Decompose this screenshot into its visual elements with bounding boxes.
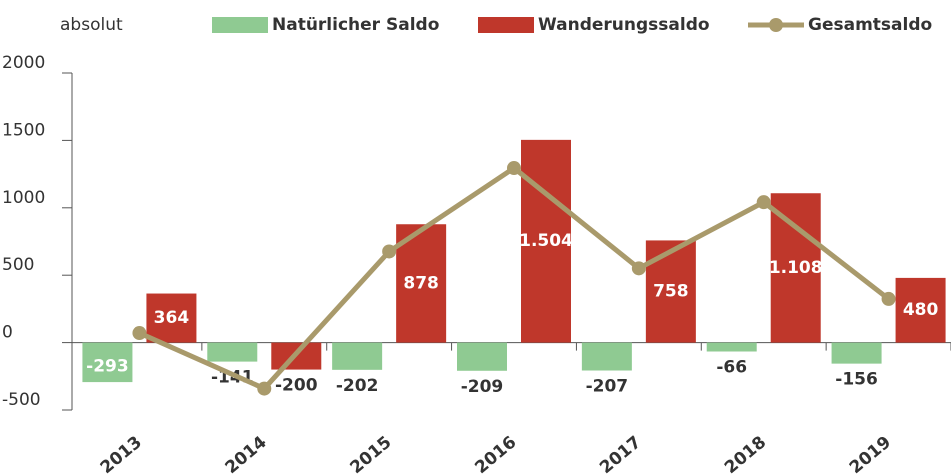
y-tick-label: 0 (2, 323, 13, 343)
line-marker (881, 291, 896, 306)
legend-swatch (478, 17, 534, 33)
line-marker (257, 381, 272, 396)
x-tick-label: 2016 (471, 432, 520, 476)
legend-label: Natürlicher Saldo (272, 15, 439, 35)
bar (895, 277, 946, 343)
y-tick-label: -500 (2, 390, 41, 410)
data-label: 878 (403, 273, 439, 293)
x-tick-label: 2019 (846, 432, 895, 476)
line-marker (631, 261, 646, 276)
x-tick-label: 2015 (346, 432, 395, 476)
bar (770, 193, 821, 343)
y-tick-label: 1000 (2, 188, 45, 208)
line-marker (132, 326, 147, 341)
y-tick-label: 1500 (2, 120, 45, 140)
bar (581, 342, 632, 371)
line-marker (507, 161, 521, 176)
bar (82, 342, 133, 383)
data-label: 364 (154, 308, 190, 328)
line-marker (382, 244, 397, 259)
data-label: -209 (461, 377, 504, 397)
x-tick-label: 2013 (97, 432, 146, 476)
data-label: 1.504 (519, 231, 573, 251)
data-label: -66 (716, 357, 747, 377)
x-tick-label: 2017 (596, 432, 645, 476)
data-label: -200 (275, 376, 318, 396)
legend-swatch (769, 18, 783, 32)
y-tick-label: 500 (2, 255, 34, 275)
y-axis-label: absolut (60, 15, 123, 35)
data-label: -293 (86, 356, 129, 376)
x-tick-label: 2018 (721, 432, 770, 476)
bar (831, 342, 882, 364)
data-label: -156 (835, 370, 878, 390)
bar (457, 342, 507, 371)
data-label: 1.108 (769, 258, 823, 278)
legend-label: Gesamtsaldo (808, 15, 932, 35)
x-tick-label: 2014 (222, 432, 271, 476)
line-marker (756, 195, 771, 210)
legend-label: Wanderungssaldo (538, 15, 710, 35)
data-label: -141 (211, 368, 254, 388)
y-tick-label: 2000 (2, 53, 45, 73)
data-label: -207 (586, 377, 629, 397)
bar (146, 293, 197, 343)
bar (521, 139, 571, 343)
data-label: 758 (653, 282, 689, 302)
bar (207, 342, 258, 362)
bar (332, 342, 383, 370)
legend-swatch (212, 17, 268, 33)
bar (706, 342, 757, 352)
data-label: 480 (903, 300, 939, 320)
data-label: -202 (336, 376, 379, 396)
